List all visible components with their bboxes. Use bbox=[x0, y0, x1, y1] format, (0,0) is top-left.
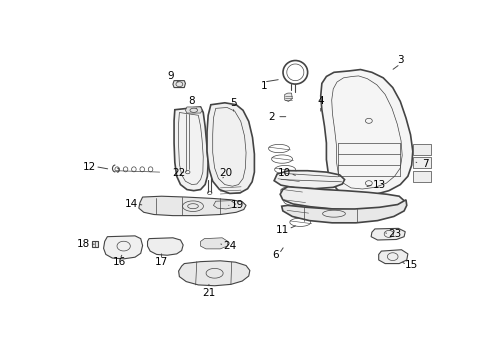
Polygon shape bbox=[92, 240, 98, 247]
Text: 19: 19 bbox=[230, 201, 244, 210]
Polygon shape bbox=[284, 93, 292, 102]
Text: 5: 5 bbox=[230, 98, 236, 108]
Text: 21: 21 bbox=[202, 288, 215, 298]
Text: 15: 15 bbox=[404, 260, 417, 270]
Polygon shape bbox=[213, 201, 235, 209]
Text: 12: 12 bbox=[83, 162, 96, 172]
Text: 11: 11 bbox=[276, 225, 289, 235]
Polygon shape bbox=[174, 107, 208, 191]
Polygon shape bbox=[412, 144, 430, 155]
Text: 2: 2 bbox=[267, 112, 274, 122]
Polygon shape bbox=[173, 81, 185, 87]
Polygon shape bbox=[320, 69, 412, 196]
Text: 20: 20 bbox=[219, 168, 232, 179]
Text: 6: 6 bbox=[271, 250, 278, 260]
Text: 23: 23 bbox=[387, 229, 401, 239]
Text: 18: 18 bbox=[77, 239, 90, 249]
Polygon shape bbox=[178, 261, 249, 286]
Text: 10: 10 bbox=[278, 168, 291, 179]
Polygon shape bbox=[139, 196, 245, 216]
Polygon shape bbox=[280, 187, 403, 210]
Text: 14: 14 bbox=[124, 199, 138, 209]
Polygon shape bbox=[274, 171, 344, 189]
Text: 4: 4 bbox=[317, 96, 324, 107]
Text: 13: 13 bbox=[372, 180, 386, 190]
Polygon shape bbox=[147, 238, 183, 255]
Polygon shape bbox=[281, 200, 406, 223]
Text: 7: 7 bbox=[421, 159, 427, 169]
Polygon shape bbox=[206, 103, 254, 193]
Polygon shape bbox=[103, 236, 142, 259]
Polygon shape bbox=[412, 171, 430, 182]
Text: 17: 17 bbox=[155, 257, 168, 267]
Polygon shape bbox=[412, 157, 430, 168]
Text: 24: 24 bbox=[223, 240, 236, 251]
Polygon shape bbox=[185, 107, 202, 113]
Text: 8: 8 bbox=[188, 96, 195, 107]
Text: 1: 1 bbox=[260, 81, 266, 91]
Text: 9: 9 bbox=[167, 72, 174, 81]
Polygon shape bbox=[378, 250, 407, 264]
Polygon shape bbox=[370, 228, 405, 240]
Text: 22: 22 bbox=[172, 168, 185, 179]
Polygon shape bbox=[200, 238, 227, 249]
Text: 3: 3 bbox=[396, 55, 403, 65]
Text: 16: 16 bbox=[113, 257, 126, 267]
